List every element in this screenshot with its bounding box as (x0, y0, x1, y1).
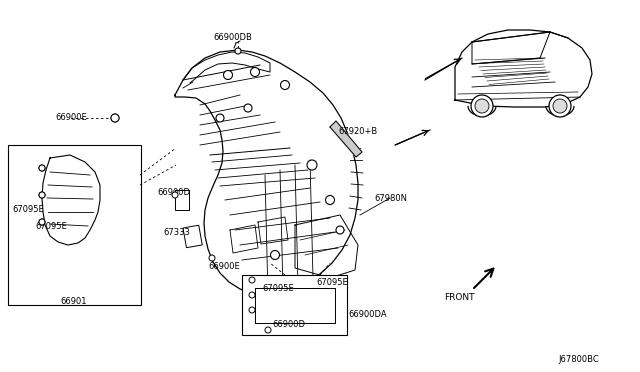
Text: 66901: 66901 (60, 297, 86, 306)
Circle shape (250, 67, 259, 77)
Circle shape (39, 165, 45, 171)
Circle shape (475, 99, 489, 113)
Text: J67800BC: J67800BC (558, 355, 599, 364)
Text: 66900E: 66900E (55, 113, 87, 122)
Text: 67095E: 67095E (35, 222, 67, 231)
Text: FRONT: FRONT (444, 293, 474, 302)
Bar (95, 180, 107, 195)
Polygon shape (330, 121, 362, 157)
Circle shape (111, 114, 119, 122)
Circle shape (39, 192, 45, 198)
Circle shape (249, 307, 255, 313)
Text: 66900E: 66900E (208, 262, 240, 271)
Circle shape (549, 95, 571, 117)
Circle shape (209, 255, 215, 261)
Circle shape (111, 114, 119, 122)
Bar (242, 275, 347, 335)
Circle shape (471, 95, 493, 117)
Text: 67920+B: 67920+B (338, 127, 377, 136)
Circle shape (39, 165, 45, 171)
Text: 67095E: 67095E (12, 205, 44, 214)
Circle shape (336, 226, 344, 234)
Circle shape (216, 114, 224, 122)
Circle shape (235, 48, 241, 54)
Circle shape (265, 327, 271, 333)
Text: 67980N: 67980N (374, 194, 407, 203)
Circle shape (39, 219, 45, 225)
Circle shape (244, 104, 252, 112)
Circle shape (326, 196, 335, 205)
Circle shape (39, 192, 45, 198)
Circle shape (39, 219, 45, 225)
Bar (60, 198, 70, 208)
Circle shape (271, 250, 280, 260)
Circle shape (280, 80, 289, 90)
Text: 66900D: 66900D (272, 320, 305, 329)
Bar (95, 215, 107, 230)
Text: 67333: 67333 (163, 228, 190, 237)
Bar (255, 288, 335, 323)
Bar (60, 215, 70, 225)
Circle shape (172, 192, 178, 198)
Bar (175, 190, 189, 210)
Text: 66900DA: 66900DA (348, 310, 387, 319)
Circle shape (307, 160, 317, 170)
Circle shape (249, 277, 255, 283)
Text: 66900D: 66900D (157, 188, 190, 197)
Circle shape (553, 99, 567, 113)
Circle shape (249, 292, 255, 298)
Bar (8, 145, 141, 305)
Text: 67095E: 67095E (316, 278, 348, 287)
Bar (183, 225, 202, 248)
Circle shape (223, 71, 232, 80)
Text: 66900DB: 66900DB (213, 33, 252, 42)
Text: 67095E: 67095E (262, 284, 294, 293)
